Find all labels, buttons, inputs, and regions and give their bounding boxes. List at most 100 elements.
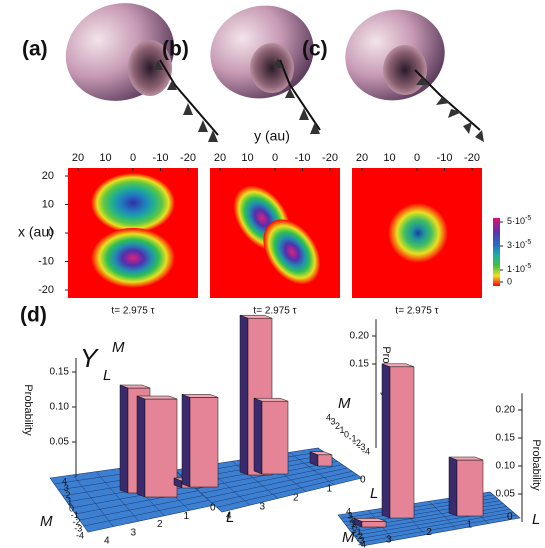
l-tick-label: 2 [293, 493, 299, 504]
tick-label: -10 [38, 255, 54, 267]
l-tick-label: 1 [327, 484, 333, 495]
bar-side [254, 398, 262, 474]
bar-front [362, 521, 386, 527]
bar-front [145, 399, 177, 497]
y-tick-label: 0.20 [496, 405, 516, 416]
panel-label: (a) [22, 38, 48, 61]
page: {"panel_labels": ["(a)", "(b)", "(c)", "… [0, 0, 545, 548]
l-tick-label: 1 [467, 519, 473, 530]
symbol-sub: L [103, 367, 111, 384]
y-tick-label: 0.05 [496, 489, 516, 500]
y-axis-label: Probability [530, 439, 542, 491]
time-label: t= 2.975 τ [395, 306, 438, 317]
heatmap-a-lobe [91, 173, 175, 233]
l-tick-label: 0 [507, 512, 513, 523]
bar [354, 518, 386, 527]
symbol: Y [80, 343, 99, 373]
bar-front [262, 401, 288, 474]
surface-c-opening [383, 45, 427, 95]
m-axis-label: M [40, 513, 53, 530]
bar-front [457, 460, 483, 516]
tick-label: 20 [72, 152, 84, 164]
colorbar-tick-label: 5·10-5 [507, 215, 531, 227]
heatmap-a-lobe [91, 228, 175, 288]
bar-side [137, 396, 145, 497]
l-tick-label: 0 [360, 475, 366, 486]
colorbar-tick-label: 1·10-5 [507, 263, 531, 275]
bar-front [390, 367, 414, 518]
y-tick-label: 0.10 [496, 461, 516, 472]
tick-label: 10 [383, 152, 395, 164]
y-tick-label: 0.15 [496, 433, 516, 444]
tick-label: 0 [130, 152, 136, 164]
l-tick-label: 2 [157, 519, 163, 530]
vector-chain-c [415, 70, 480, 130]
bar-side [240, 315, 248, 475]
bar [449, 457, 483, 516]
tick-label: -10 [153, 152, 169, 164]
surfaces [52, 0, 484, 142]
surface-b-opening [250, 43, 294, 93]
colorbar-tick-base: 5·10 [507, 216, 525, 226]
colorbar-tick-base: 1·10 [507, 264, 525, 274]
heatmap-images [68, 168, 500, 298]
tick-label: -20 [464, 152, 480, 164]
l-tick-label: 3 [260, 502, 266, 513]
tick-label: 10 [241, 152, 253, 164]
bar [310, 452, 332, 466]
tick-label: 0 [414, 152, 420, 164]
tick-label: 20 [42, 170, 54, 182]
l-tick-label: 1 [184, 511, 190, 522]
m-axis-label: M [342, 529, 355, 546]
l-axis-label: L [532, 511, 540, 528]
y-tick-label: 0.15 [350, 359, 370, 370]
bar [137, 396, 177, 497]
tick-label: -20 [322, 152, 338, 164]
tick-label: -20 [180, 152, 196, 164]
panel-label: (d) [20, 304, 47, 327]
bar-side [120, 385, 128, 493]
y-tick-label: 0.10 [50, 402, 70, 413]
l-tick-label: 3 [131, 527, 137, 538]
tick-label: 0 [272, 152, 278, 164]
l-tick-label: 4 [226, 511, 232, 522]
heatmap-c-ring [388, 203, 448, 263]
tick-label: 20 [356, 152, 368, 164]
l-tick-label: 2 [426, 527, 432, 538]
y-axis-label: Probability [22, 384, 34, 436]
colorbar-tick-label: 0 [507, 276, 512, 286]
bar [382, 364, 414, 518]
time-label: t= 2.975 τ [111, 306, 154, 317]
tick-label: 20 [214, 152, 226, 164]
bar [182, 394, 218, 487]
figure: (a)(b)(c)(d)y (au)x (au)20100-10-20t= 2.… [0, 0, 545, 548]
bar-side [182, 394, 190, 487]
tick-label: 10 [42, 198, 54, 210]
tick-label: 0 [48, 227, 54, 239]
m-axis-label: M [338, 395, 351, 412]
colorbar-tick-exponent: -5 [525, 215, 531, 222]
y-tick-label: 0.20 [350, 331, 370, 342]
l-tick-label: 0 [210, 503, 216, 514]
bar [254, 398, 288, 474]
tick-label: -10 [437, 152, 453, 164]
tick-label: -10 [295, 152, 311, 164]
colorbar-tick-base: 3·10 [507, 240, 525, 250]
bar-side [382, 364, 390, 518]
l-axis-label: L [370, 485, 378, 502]
panel-label: (b) [162, 38, 189, 61]
m-tick-label: -4 [76, 530, 84, 540]
colorbar-tick-exponent: -5 [525, 263, 531, 270]
bar-front [318, 455, 332, 466]
bar-front [190, 397, 218, 487]
colorbar-tick-label: 3·10-5 [507, 239, 531, 251]
l-tick-label: 4 [104, 536, 110, 547]
m-tick-label: -4 [362, 446, 370, 456]
l-tick-label: 3 [386, 535, 392, 546]
tick-label: 10 [99, 152, 111, 164]
y-tick-label: 0.05 [50, 437, 70, 448]
colorbar-tick-exponent: -5 [525, 239, 531, 246]
axis-label: y (au) [254, 128, 290, 144]
tick-label: -20 [38, 284, 54, 296]
y-tick-label: 0.15 [50, 367, 70, 378]
